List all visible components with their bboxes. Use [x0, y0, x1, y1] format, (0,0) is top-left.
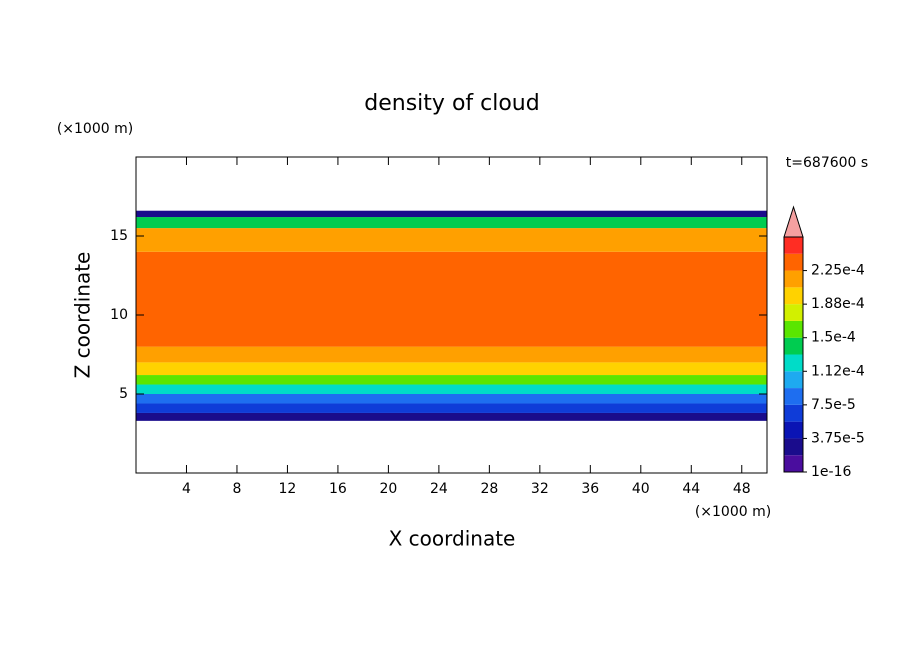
colorbar-band: [784, 438, 803, 456]
colorbar-band: [784, 337, 803, 355]
colorbar-over: [783, 205, 804, 238]
x-axis-label: X coordinate: [389, 527, 516, 551]
colorbar-band: [784, 287, 803, 305]
colorbar-tick-label: 2.25e-4: [811, 263, 865, 279]
colorbar-band: [784, 320, 803, 338]
x-tick-label: 28: [480, 481, 498, 497]
contour-band: [136, 217, 767, 229]
colorbar-frame: [783, 236, 804, 473]
colorbar-band: [784, 270, 803, 288]
x-tick-label: 48: [733, 481, 751, 497]
contour-band: [136, 412, 767, 421]
colorbar-band: [784, 304, 803, 321]
contour-band: [136, 362, 767, 376]
y-unit: (×1000 m): [57, 121, 133, 137]
colorbar-band: [784, 237, 803, 254]
chart-title: density of cloud: [364, 91, 539, 116]
colorbar-tick-label: 1.88e-4: [811, 296, 865, 312]
colorbar-band: [784, 421, 803, 439]
contour-band: [136, 403, 767, 413]
colorbar-band: [784, 404, 803, 422]
x-tick-label: 36: [581, 481, 599, 497]
colorbar-tick-label: 3.75e-5: [811, 430, 865, 446]
time-annotation: t=687600 s: [786, 155, 868, 171]
contour-band: [136, 251, 767, 347]
x-tick-label: 32: [531, 481, 549, 497]
colorbar-tick-label: 1e-16: [811, 464, 851, 480]
contour-band: [136, 346, 767, 363]
x-tick-label: 8: [232, 481, 241, 497]
colorbar-tick-label: 1.5e-4: [811, 330, 856, 346]
colorbar-band: [784, 354, 803, 372]
x-unit: (×1000 m): [695, 504, 771, 520]
contour-band: [136, 210, 767, 218]
x-tick-label: 16: [329, 481, 347, 497]
colorbar-tick-label: 7.5e-5: [811, 397, 856, 413]
y-tick-label: 5: [119, 386, 128, 402]
colorbar-band: [784, 253, 803, 271]
x-tick-label: 40: [632, 481, 650, 497]
colorbar-tick-label: 1.12e-4: [811, 363, 865, 379]
x-tick-label: 24: [430, 481, 448, 497]
colorbar-band: [784, 388, 803, 405]
y-tick-label: 10: [110, 307, 128, 323]
contour-band: [136, 228, 767, 252]
contour-band: [136, 375, 767, 385]
y-tick-label: 15: [110, 228, 128, 244]
colorbar-band: [784, 455, 803, 472]
y-axis-label: Z coordinate: [71, 252, 95, 379]
colorbar-band: [784, 371, 803, 389]
x-tick-label: 4: [182, 481, 191, 497]
contour-band: [136, 394, 767, 404]
x-tick-label: 44: [682, 481, 700, 497]
x-tick-label: 12: [279, 481, 297, 497]
x-tick-label: 20: [379, 481, 397, 497]
contour-band: [136, 384, 767, 394]
